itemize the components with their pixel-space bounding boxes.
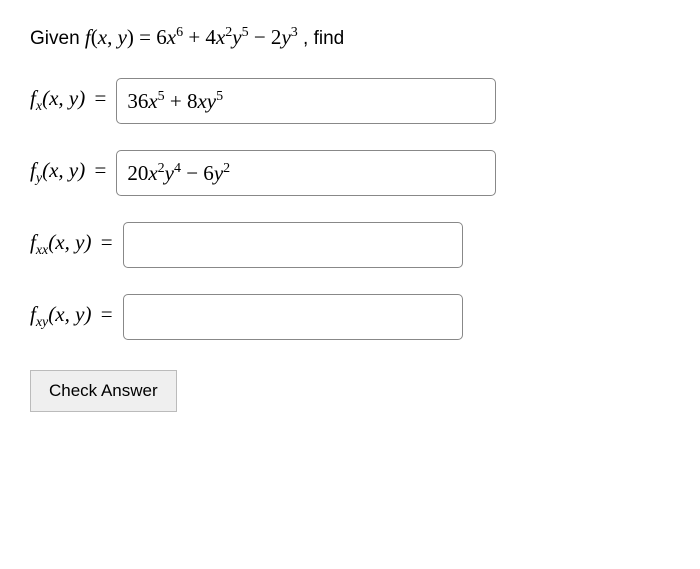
row-fxy: fxy(x, y) = (30, 294, 670, 340)
row-fx: fx(x, y) = 36x5 + 8xy5 (30, 78, 670, 124)
prompt-prefix: Given (30, 28, 85, 49)
row-fy: fy(x, y) = 20x2y4 − 6y2 (30, 150, 670, 196)
prompt-suffix: , find (303, 28, 344, 49)
input-fxx[interactable] (123, 222, 463, 268)
input-fxy[interactable] (123, 294, 463, 340)
row-fxx: fxx(x, y) = (30, 222, 670, 268)
value-fx: 36x5 + 8xy5 (127, 89, 223, 114)
label-fxx: fxx(x, y) = (30, 230, 117, 259)
label-fxy: fxy(x, y) = (30, 302, 117, 331)
label-fy: fy(x, y) = (30, 158, 110, 187)
check-answer-button[interactable]: Check Answer (30, 370, 177, 412)
prompt-function: f(x, y) = 6x6 + 4x2y5 − 2y3 (85, 25, 298, 49)
value-fy: 20x2y4 − 6y2 (127, 161, 230, 186)
label-fx: fx(x, y) = (30, 86, 110, 115)
input-fx[interactable]: 36x5 + 8xy5 (116, 78, 496, 124)
input-fy[interactable]: 20x2y4 − 6y2 (116, 150, 496, 196)
problem-prompt: Given f(x, y) = 6x6 + 4x2y5 − 2y3 , find (30, 25, 670, 50)
